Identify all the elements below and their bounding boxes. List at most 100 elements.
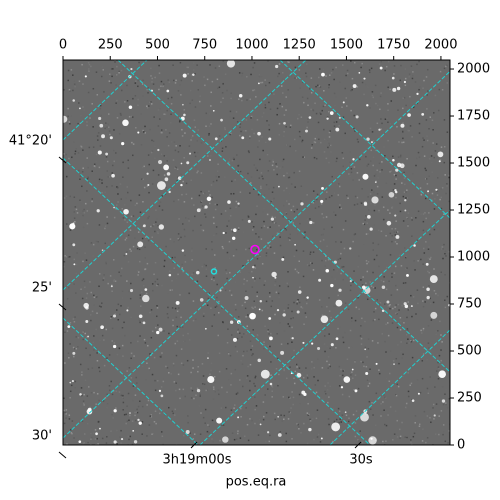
noise: [222, 247, 224, 250]
noise: [242, 354, 244, 357]
noise: [115, 74, 118, 76]
noise: [200, 201, 202, 203]
noise: [383, 395, 386, 397]
noise: [380, 402, 382, 405]
noise: [73, 196, 76, 198]
noise: [151, 139, 153, 142]
noise: [193, 69, 195, 71]
noise: [399, 199, 402, 202]
noise: [326, 116, 329, 119]
noise: [86, 292, 89, 295]
noise: [303, 422, 305, 425]
noise: [298, 393, 301, 396]
noise: [374, 424, 377, 427]
noise: [238, 72, 241, 74]
noise: [394, 234, 397, 236]
noise: [310, 77, 313, 79]
noise: [139, 321, 141, 324]
noise: [86, 178, 89, 180]
noise: [325, 157, 328, 160]
noise: [199, 95, 201, 97]
noise: [269, 245, 271, 247]
star: [363, 202, 368, 207]
noise: [76, 212, 79, 214]
noise: [114, 60, 116, 62]
noise: [349, 161, 351, 164]
noise: [408, 73, 411, 75]
noise: [224, 73, 227, 75]
noise: [278, 134, 280, 136]
noise: [443, 119, 446, 121]
star: [181, 249, 185, 252]
noise: [302, 156, 304, 158]
noise: [105, 156, 108, 158]
noise: [242, 350, 245, 353]
star: [257, 131, 261, 136]
noise: [98, 305, 101, 307]
noise: [405, 125, 408, 128]
noise: [69, 343, 71, 345]
noise: [400, 265, 403, 267]
noise: [247, 314, 249, 316]
noise: [349, 260, 351, 262]
noise: [120, 69, 123, 72]
noise: [331, 194, 333, 197]
noise: [285, 126, 287, 128]
noise: [328, 297, 330, 299]
noise: [244, 394, 246, 396]
noise: [66, 298, 69, 300]
noise: [237, 316, 240, 318]
noise: [341, 64, 344, 66]
noise: [241, 99, 243, 102]
noise: [388, 372, 391, 375]
noise: [82, 149, 84, 151]
noise: [82, 106, 84, 108]
noise: [122, 409, 124, 411]
noise: [255, 233, 257, 235]
noise: [409, 125, 412, 127]
noise: [407, 225, 409, 227]
noise: [91, 200, 93, 203]
noise: [95, 295, 97, 297]
noise: [146, 262, 149, 265]
noise: [256, 205, 258, 207]
noise: [305, 72, 307, 74]
star: [392, 158, 395, 162]
noise: [142, 129, 144, 132]
noise: [421, 377, 424, 380]
noise: [65, 195, 68, 198]
noise: [437, 377, 440, 380]
noise: [304, 231, 306, 233]
noise: [332, 68, 334, 71]
noise: [145, 378, 147, 381]
noise: [373, 191, 375, 193]
noise: [212, 216, 215, 219]
star: [72, 243, 76, 247]
noise: [86, 210, 89, 212]
noise: [204, 216, 207, 218]
noise: [109, 360, 112, 363]
noise: [445, 402, 447, 404]
noise: [196, 387, 199, 390]
noise: [152, 225, 154, 227]
star: [375, 362, 378, 365]
noise: [172, 79, 175, 82]
noise: [263, 194, 266, 196]
noise: [182, 340, 185, 343]
noise: [63, 397, 65, 400]
noise: [96, 437, 98, 440]
star: [158, 224, 165, 230]
noise: [106, 357, 108, 359]
noise: [285, 147, 287, 150]
noise: [399, 300, 401, 302]
noise: [65, 256, 68, 258]
noise: [208, 125, 211, 127]
noise: [299, 87, 301, 89]
noise: [78, 169, 80, 172]
noise: [283, 369, 285, 372]
noise: [236, 350, 239, 353]
noise: [177, 314, 179, 316]
noise: [90, 438, 92, 440]
star: [369, 227, 373, 231]
noise: [286, 282, 289, 285]
